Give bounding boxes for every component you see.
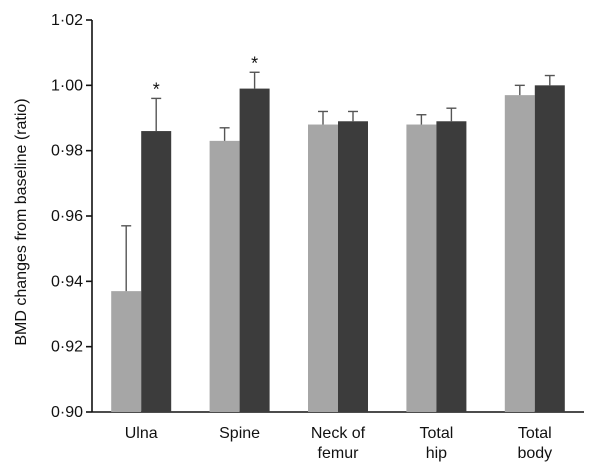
x-category-label: Total: [518, 425, 552, 442]
x-category-label: femur: [318, 445, 360, 462]
bar: [308, 124, 338, 413]
significance-marker: *: [153, 79, 160, 99]
y-tick-label: 0·96: [51, 208, 83, 225]
x-category-label: hip: [426, 445, 447, 462]
y-tick-label: 1·02: [51, 12, 83, 29]
x-category-label: Ulna: [125, 425, 158, 442]
bar: [406, 124, 437, 413]
plot-area: 0·90 0·92 0·94 0·96 0·98 1·00 1·02 BMD changes …: [13, 12, 584, 462]
y-tick-label: 0·98: [51, 143, 83, 160]
bar: [338, 121, 368, 413]
y-axis-label: BMD changes from baseline (ratio): [13, 98, 30, 345]
x-category-label: Neck of: [311, 425, 366, 442]
y-tick-label: 0·94: [51, 273, 83, 290]
y-tick-label: 0·92: [51, 339, 83, 356]
significance-marker: *: [251, 53, 258, 73]
y-tick-label: 0·90: [51, 404, 83, 421]
bar: [141, 131, 172, 413]
x-category-label: Total: [420, 425, 454, 442]
bar: [534, 85, 565, 412]
bar: [504, 95, 535, 412]
x-category-label: Spine: [219, 425, 260, 442]
bar: [209, 140, 240, 412]
bar: [111, 291, 142, 412]
x-category-label: body: [517, 445, 552, 462]
y-tick-label: 1·00: [51, 77, 83, 94]
bar: [436, 121, 467, 413]
bar: [239, 88, 270, 412]
